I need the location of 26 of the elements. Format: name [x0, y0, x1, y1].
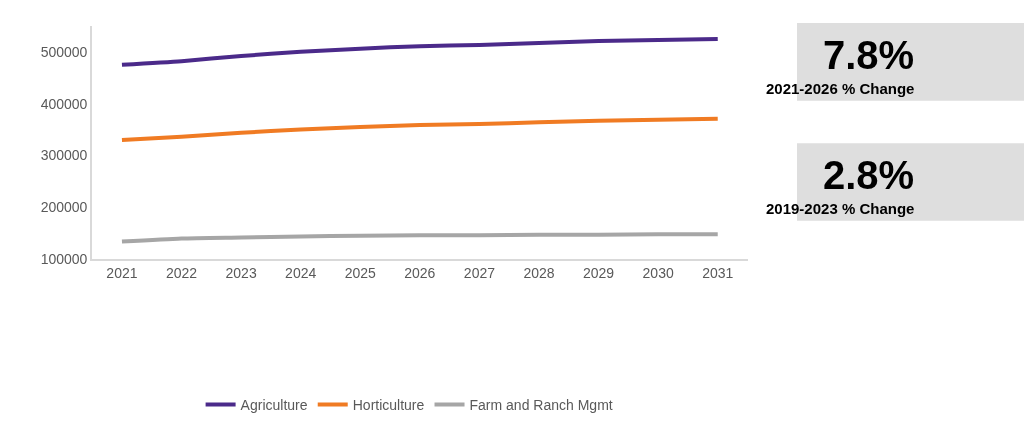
- x-tick-label: 2022: [165, 265, 198, 281]
- y-tick-label: 400000: [40, 95, 88, 112]
- x-tick-label: 2025: [344, 265, 377, 281]
- x-tick-label: 2021: [106, 265, 138, 281]
- legend-label: Agriculture: [240, 396, 308, 413]
- text: 2021-2026 % Change: [766, 80, 915, 97]
- x-tick-label: 2030: [642, 265, 674, 281]
- x-tick-label: 2024: [285, 265, 317, 281]
- line-series: [119, 232, 720, 244]
- text: 2019-2023 % Change: [766, 200, 915, 217]
- y-tick-label: 300000: [40, 147, 88, 164]
- legend-label: Horticulture: [352, 396, 425, 413]
- x-tick-label: 2028: [523, 265, 555, 281]
- x-tick-label: 2026: [404, 265, 436, 281]
- x-tick-label: 2027: [463, 265, 496, 281]
- x-tick-label: 2029: [582, 265, 615, 281]
- text: 2.8%: [823, 153, 915, 197]
- x-tick-label: 2031: [702, 265, 734, 281]
- line-series: [119, 116, 720, 142]
- y-tick-label: 500000: [40, 43, 88, 60]
- y-tick-label: 200000: [40, 199, 88, 216]
- x-tick-label: 2023: [225, 265, 257, 281]
- line-series: [119, 36, 720, 67]
- y-tick-label: 100000: [40, 251, 88, 268]
- legend-label: Farm and Ranch Mgmt: [469, 396, 613, 413]
- text: 7.8%: [823, 33, 915, 77]
